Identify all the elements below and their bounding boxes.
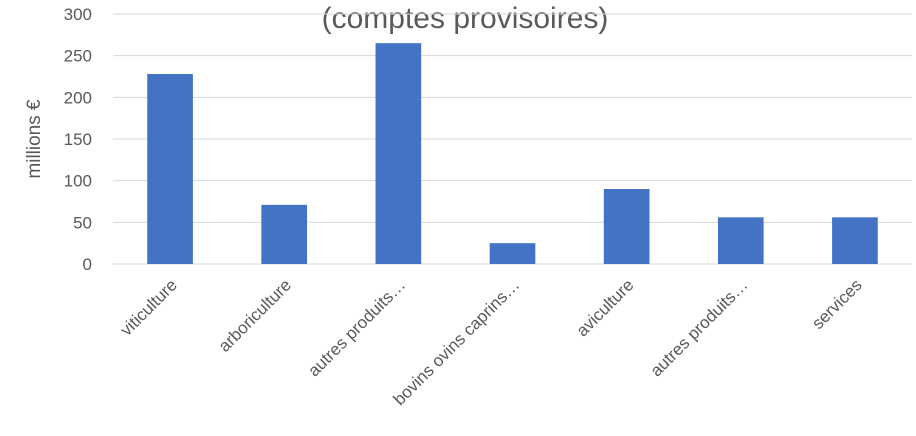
- bar: [717, 217, 764, 264]
- y-tick-label: 0: [83, 255, 92, 274]
- x-category-label: viticulture: [117, 275, 181, 339]
- y-tick-label: 200: [64, 88, 92, 107]
- y-tick-label: 150: [64, 130, 92, 149]
- x-category-label: services: [808, 275, 866, 333]
- y-tick-label: 250: [64, 47, 92, 66]
- bar: [832, 217, 878, 264]
- x-category-label: autres produits…: [647, 275, 752, 380]
- bars: [147, 43, 878, 264]
- x-category-label: aviculture: [573, 275, 638, 340]
- gridlines: [113, 13, 912, 265]
- bar: [147, 74, 193, 264]
- y-tick-label: 50: [73, 213, 92, 232]
- x-category-label: bovins ovins caprins…: [390, 275, 524, 409]
- y-axis-ticks: 0 50 100 150 200 250 300: [64, 5, 92, 274]
- y-axis-title: millions €: [24, 99, 45, 179]
- bar: [261, 204, 308, 264]
- bar: [489, 243, 536, 264]
- y-tick-label: 100: [64, 172, 92, 191]
- bar: [603, 189, 650, 264]
- x-axis-labels: viticulture arboriculture autres produits……: [117, 275, 866, 409]
- x-category-label: autres produits…: [304, 275, 409, 380]
- chart-title: (comptes provisoires): [322, 2, 609, 35]
- y-tick-label: 300: [64, 5, 92, 24]
- x-category-label: arboriculture: [215, 275, 295, 355]
- bar: [375, 43, 422, 264]
